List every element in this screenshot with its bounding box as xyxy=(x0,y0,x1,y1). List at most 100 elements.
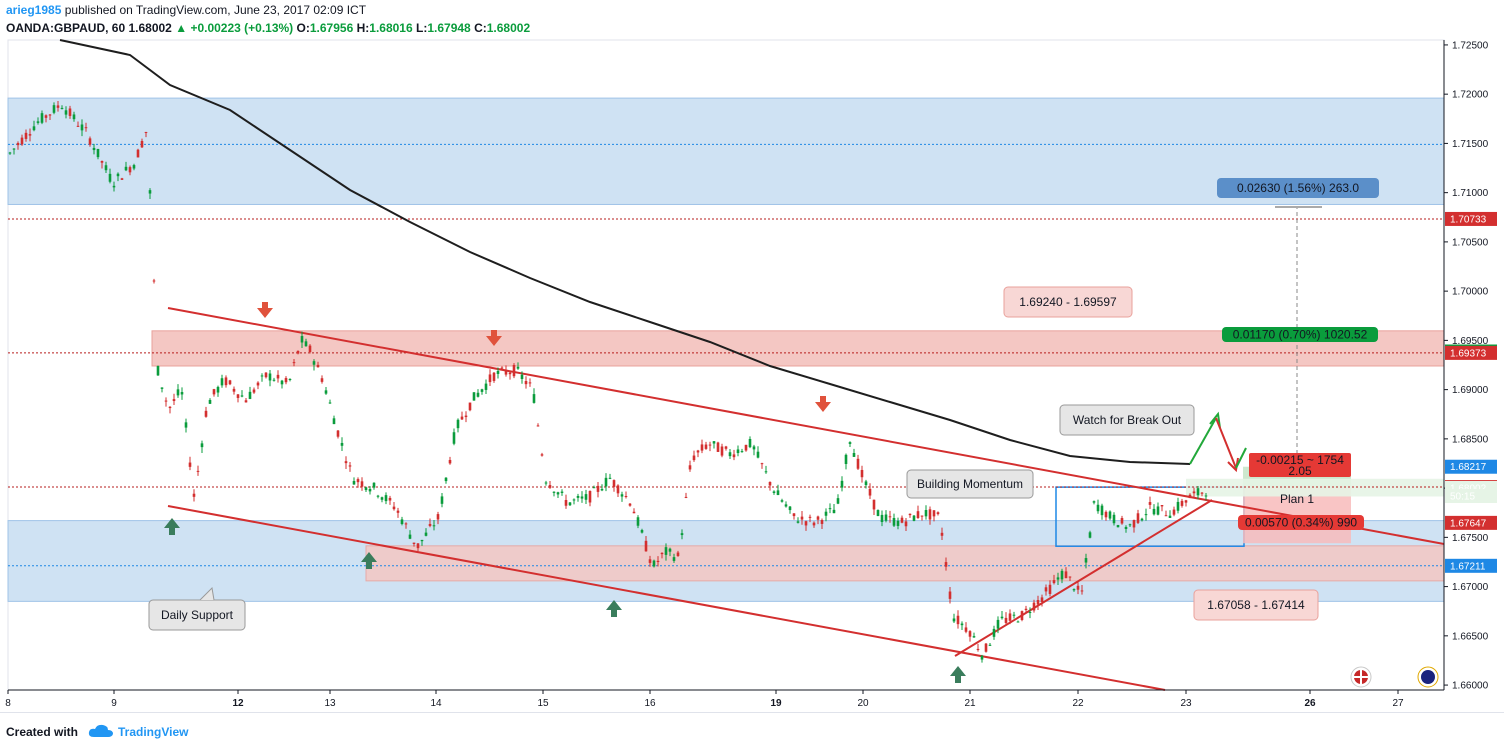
candle-body xyxy=(676,552,680,557)
candle-body xyxy=(540,454,544,456)
candle-body xyxy=(864,481,868,486)
daily-support-callout-text: Daily Support xyxy=(161,608,234,622)
publish-info: arieg1985 published on TradingView.com, … xyxy=(6,3,366,17)
watch-breakout-callout-box xyxy=(1059,404,1195,436)
high-label: H: xyxy=(356,21,370,35)
candle-body xyxy=(1136,513,1140,523)
candle-body xyxy=(516,366,520,369)
target-label-text: 0.01170 (0.70%) 1020.52 xyxy=(1233,328,1368,342)
price-tag-box xyxy=(1445,211,1497,226)
candle-body xyxy=(1072,589,1076,591)
candle-body xyxy=(368,489,372,492)
candle-body xyxy=(208,399,212,404)
current-price-band xyxy=(1186,478,1444,497)
candle-body xyxy=(268,373,272,381)
up-arrow-icon xyxy=(606,600,622,617)
high-value: 1.68016 xyxy=(369,21,413,35)
candle-body xyxy=(236,394,240,398)
candle-body xyxy=(432,525,436,527)
candle-body xyxy=(588,490,592,503)
price-tick-label: 1.72500 xyxy=(1452,40,1489,51)
candle-body xyxy=(456,419,460,429)
price-tick-label: 1.69500 xyxy=(1452,336,1489,347)
candle-body xyxy=(84,127,88,129)
candle-body xyxy=(260,375,264,377)
up-arrow-icon xyxy=(950,666,966,683)
candle-body xyxy=(1016,621,1020,623)
candle-body xyxy=(872,499,876,510)
candle-body xyxy=(184,422,188,428)
candle-body xyxy=(512,365,516,377)
time-tick-label: 14 xyxy=(430,698,442,709)
candle-body xyxy=(660,552,664,555)
candle-body xyxy=(600,489,604,491)
candle-body xyxy=(204,410,208,417)
candle-body xyxy=(976,648,980,651)
price-tag-text: 50:15 xyxy=(1450,491,1475,502)
candle-body xyxy=(480,389,484,392)
candle-body xyxy=(372,482,376,488)
candle-body xyxy=(568,502,572,506)
candle-body xyxy=(1036,599,1040,605)
candle-body xyxy=(668,548,672,552)
candle-body xyxy=(948,591,952,599)
candle-body xyxy=(1028,612,1032,614)
price-tags: 1.707331.693871.693731.682171.680111.680… xyxy=(1445,211,1497,573)
candle-body xyxy=(844,454,848,464)
candle-body xyxy=(252,389,256,393)
candle-body xyxy=(972,636,976,638)
candle-body xyxy=(56,105,60,108)
candle-body xyxy=(904,521,908,527)
candle-body xyxy=(428,523,432,526)
candle-body xyxy=(180,392,184,395)
time-tick-label: 21 xyxy=(964,698,976,709)
candle-body xyxy=(1032,602,1036,611)
candle-body xyxy=(424,532,428,536)
candle-body xyxy=(112,185,116,188)
candle-body xyxy=(12,148,16,150)
time-axis: 8 9 12 13 14 15 16 19 20 21 22 23 26 27 xyxy=(5,689,1444,709)
price-tick-label: 1.72000 xyxy=(1452,90,1489,101)
candle-body xyxy=(576,495,580,498)
building-momentum-callout-text: Building Momentum xyxy=(917,477,1023,491)
candle-body xyxy=(24,132,28,139)
candle-body xyxy=(416,543,420,549)
symbol[interactable]: OANDA:GBPAUD, 60 xyxy=(6,21,126,35)
candle-body xyxy=(572,499,576,501)
candle-body xyxy=(360,481,364,487)
candle-body xyxy=(1128,524,1132,526)
candle-body xyxy=(124,166,128,171)
candle-body xyxy=(956,615,960,625)
candle-body xyxy=(1116,525,1120,528)
candle-body xyxy=(804,521,808,526)
candle-body xyxy=(1164,515,1168,517)
plan-label: Plan 1 xyxy=(1280,492,1314,506)
measure-label-box xyxy=(1217,178,1379,198)
candle-body xyxy=(1044,587,1048,592)
symbol-info: OANDA:GBPAUD, 60 1.68002 ▲ +0.00223 (+0.… xyxy=(6,21,530,35)
candle-body xyxy=(116,173,120,177)
candle-body xyxy=(472,392,476,401)
tradingview-link[interactable]: TradingView xyxy=(118,725,189,739)
candle-body xyxy=(1192,491,1196,494)
candle-body xyxy=(1108,511,1112,519)
time-tick-label: 19 xyxy=(770,698,782,709)
price-tick-label: 1.67500 xyxy=(1452,533,1489,544)
candle-body xyxy=(320,378,324,382)
author-link[interactable]: arieg1985 xyxy=(6,3,62,17)
time-tick-label: 13 xyxy=(324,698,336,709)
candle-body xyxy=(608,477,612,479)
continuation-arrow xyxy=(1235,447,1247,469)
candle-body xyxy=(1080,590,1084,592)
candle-body xyxy=(304,341,308,347)
breakout-up-arrow-head xyxy=(1209,411,1221,429)
candle-body xyxy=(724,446,728,449)
created-with-label: Created with xyxy=(6,725,79,739)
candle-body xyxy=(916,511,920,518)
price-tick-label: 1.66500 xyxy=(1452,631,1489,642)
candle-body xyxy=(920,515,924,517)
candle-body xyxy=(960,623,964,626)
candle-body xyxy=(1060,570,1064,580)
candle-body xyxy=(716,442,720,452)
